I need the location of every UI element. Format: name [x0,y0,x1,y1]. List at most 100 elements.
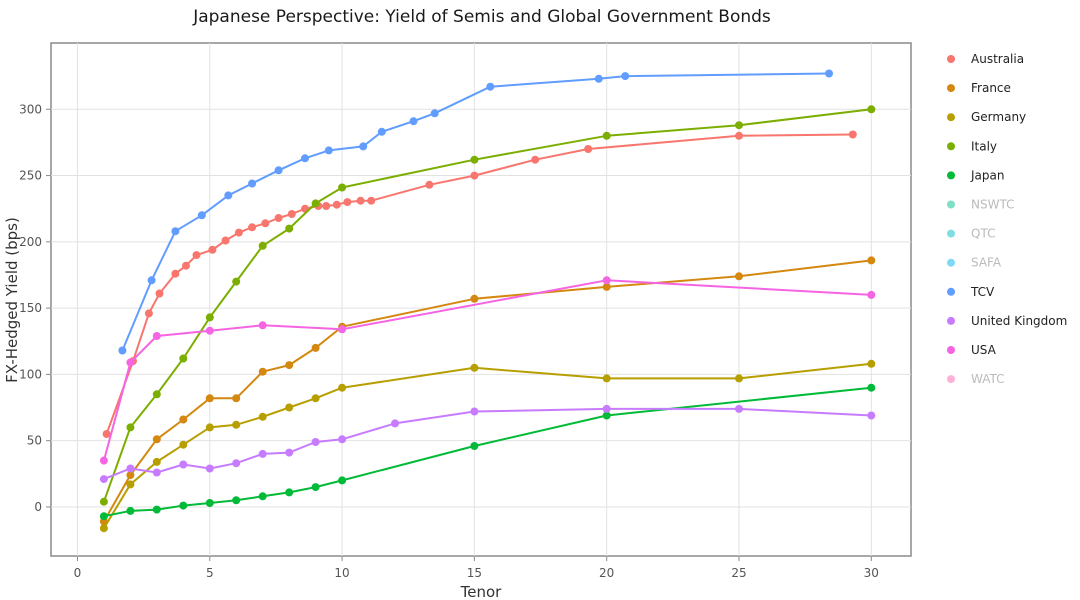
data-point-australia[interactable] [848,130,857,139]
data-point-japan[interactable] [602,411,611,420]
data-point-tcv[interactable] [377,127,386,136]
data-point-united-kingdom[interactable] [311,438,320,446]
data-point-united-kingdom[interactable] [232,459,241,468]
data-point-france[interactable] [152,435,161,444]
data-point-france[interactable] [602,282,611,291]
data-point-france[interactable] [285,361,294,370]
data-point-australia[interactable] [287,210,296,218]
data-point-usa[interactable] [602,276,611,285]
data-point-australia[interactable] [171,269,180,278]
data-point-tcv[interactable] [430,109,439,118]
data-point-france[interactable] [205,394,214,403]
data-point-japan[interactable] [99,512,108,521]
data-point-usa[interactable] [152,332,161,340]
data-point-italy[interactable] [152,390,161,399]
data-point-germany[interactable] [735,374,743,383]
data-point-australia[interactable] [343,198,352,207]
data-point-italy[interactable] [470,155,479,164]
data-point-united-kingdom[interactable] [99,475,108,484]
data-point-france[interactable] [311,343,320,352]
data-point-germany[interactable] [867,359,876,368]
data-point-italy[interactable] [311,199,320,208]
data-point-australia[interactable] [248,223,257,232]
data-point-japan[interactable] [867,383,876,392]
data-point-united-kingdom[interactable] [391,419,399,428]
data-point-italy[interactable] [99,497,108,506]
legend-item-qtc[interactable]: QTC [947,227,995,241]
data-point-united-kingdom[interactable] [735,404,743,413]
data-point-japan[interactable] [285,488,294,497]
data-point-united-kingdom[interactable] [205,464,214,473]
data-point-germany[interactable] [205,423,214,432]
data-point-germany[interactable] [338,383,347,392]
data-point-australia[interactable] [356,196,365,205]
data-point-italy[interactable] [338,183,347,192]
data-point-tcv[interactable] [274,166,283,175]
data-point-australia[interactable] [274,214,283,222]
data-point-united-kingdom[interactable] [126,464,135,473]
data-point-tcv[interactable] [359,142,368,151]
data-point-italy[interactable] [126,423,135,432]
data-point-italy[interactable] [867,105,876,114]
legend-item-nswtc[interactable]: NSWTC [947,198,1014,212]
data-point-italy[interactable] [205,313,214,322]
data-point-germany[interactable] [232,420,241,429]
data-point-australia[interactable] [531,155,540,164]
data-point-usa[interactable] [338,325,347,334]
legend-item-japan[interactable]: Japan [947,168,1004,182]
data-point-japan[interactable] [338,476,347,485]
data-point-united-kingdom[interactable] [285,448,294,457]
data-point-germany[interactable] [602,374,611,383]
data-point-germany[interactable] [99,524,108,533]
data-point-japan[interactable] [205,499,214,507]
data-point-united-kingdom[interactable] [179,460,188,469]
data-point-united-kingdom[interactable] [602,404,611,413]
data-point-australia[interactable] [367,196,376,205]
data-point-australia[interactable] [192,251,201,260]
data-point-germany[interactable] [152,457,161,466]
data-point-tcv[interactable] [486,82,495,91]
data-point-tcv[interactable] [197,211,206,220]
data-point-united-kingdom[interactable] [338,435,347,444]
data-point-usa[interactable] [126,358,135,367]
data-point-usa[interactable] [99,456,108,465]
data-point-japan[interactable] [179,501,188,510]
legend-item-usa[interactable]: USA [947,343,997,357]
data-point-france[interactable] [867,256,876,265]
data-point-germany[interactable] [311,394,320,403]
data-point-germany[interactable] [285,403,294,412]
data-point-united-kingdom[interactable] [258,449,267,458]
data-point-france[interactable] [735,272,743,281]
legend-item-tcv[interactable]: TCV [947,285,995,299]
data-point-australia[interactable] [470,171,479,180]
legend-item-safa[interactable]: SAFA [947,256,1002,270]
data-point-japan[interactable] [311,483,320,492]
data-point-france[interactable] [470,294,479,303]
data-point-united-kingdom[interactable] [152,468,161,477]
data-point-australia[interactable] [332,200,341,209]
data-point-italy[interactable] [285,224,294,233]
data-point-australia[interactable] [425,180,434,189]
data-point-germany[interactable] [126,480,135,489]
data-point-france[interactable] [126,471,135,480]
data-point-usa[interactable] [205,326,214,335]
data-point-japan[interactable] [126,506,135,515]
data-point-tcv[interactable] [594,74,603,83]
data-point-japan[interactable] [258,492,267,501]
data-point-germany[interactable] [258,412,267,421]
data-point-united-kingdom[interactable] [470,407,479,416]
data-point-italy[interactable] [602,131,611,140]
data-point-japan[interactable] [470,442,479,450]
data-point-australia[interactable] [102,430,111,438]
legend-item-italy[interactable]: Italy [947,139,997,153]
data-point-germany[interactable] [470,363,479,372]
data-point-italy[interactable] [735,121,743,130]
data-point-italy[interactable] [179,354,188,363]
data-point-usa[interactable] [867,290,876,299]
data-point-tcv[interactable] [118,346,127,355]
data-point-tcv[interactable] [825,69,833,78]
data-point-australia[interactable] [261,219,270,228]
data-point-united-kingdom[interactable] [867,411,876,420]
data-point-australia[interactable] [208,245,217,254]
data-point-france[interactable] [258,367,267,376]
